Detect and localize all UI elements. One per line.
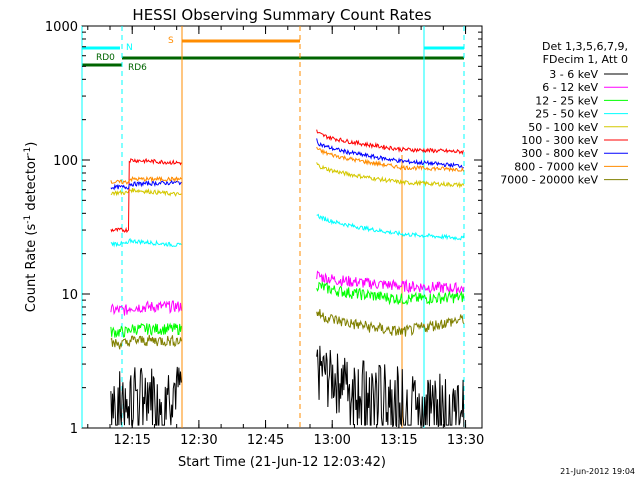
series-line-2-segment-1 — [110, 322, 182, 338]
x-tick-label-4: 13:15 — [380, 433, 417, 448]
legend-label-1: 6 - 12 keV — [542, 81, 598, 94]
date-stamp: 21-Jun-2012 19:04 — [560, 467, 635, 476]
y-axis-label: Count Rate (s-1 detector-1) — [23, 142, 39, 313]
rd6-marker: RD6 — [128, 63, 147, 73]
series-line-5-segment-2 — [316, 129, 465, 155]
n-marker-left: N — [126, 43, 133, 53]
chart-title: HESSI Observing Summary Count Rates — [132, 6, 431, 24]
legend-label-2: 12 - 25 keV — [535, 94, 598, 107]
series-line-3-segment-2 — [316, 213, 465, 241]
series-line-2-segment-2 — [316, 280, 465, 306]
legend-label-5: 100 - 300 keV — [521, 134, 598, 147]
series-line-3-segment-1 — [110, 237, 182, 248]
series-line-6-segment-2 — [316, 138, 464, 169]
series-line-5-segment-1 — [110, 157, 182, 234]
series-line-0-segment-1 — [110, 366, 182, 426]
y-tick-label-2: 100 — [53, 154, 78, 169]
s-marker: S — [168, 36, 174, 46]
y-tick-label-3: 1000 — [45, 20, 78, 35]
rd0-marker: RD0 — [96, 53, 115, 63]
x-tick-label-2: 12:45 — [247, 433, 284, 448]
x-tick-label-1: 12:30 — [180, 433, 217, 448]
legend-label-0: 3 - 6 keV — [549, 68, 598, 81]
y-tick-label-0: 1 — [70, 422, 78, 437]
series-line-8-segment-2 — [316, 309, 465, 337]
x-tick-label-0: 12:15 — [113, 433, 150, 448]
x-axis-label: Start Time (21-Jun-12 12:03:42) — [178, 455, 386, 470]
series-line-6-segment-1 — [110, 179, 182, 191]
series-line-1-segment-2 — [316, 270, 465, 295]
series-line-4-segment-2 — [316, 162, 465, 189]
series-line-8-segment-1 — [110, 334, 182, 350]
state-annotations: N S RD0 RD6 — [81, 26, 465, 428]
legend-header-line-2: FDecim 1, Att 0 — [543, 53, 628, 66]
y-tick-label-1: 10 — [61, 288, 78, 303]
x-tick-label-3: 13:00 — [313, 433, 350, 448]
series-line-7-segment-1 — [110, 175, 182, 185]
legend-label-6: 300 - 800 keV — [521, 147, 598, 160]
series-line-1-segment-1 — [110, 300, 182, 316]
legend-label-8: 7000 - 20000 keV — [500, 174, 598, 187]
series-line-0-segment-2 — [316, 345, 465, 428]
legend-label-4: 50 - 100 keV — [528, 121, 598, 134]
legend-label-7: 800 - 7000 keV — [514, 160, 598, 173]
legend-label-3: 25 - 50 keV — [535, 108, 598, 121]
legend-header-line-1: Det 1,3,5,6,7,9, — [542, 40, 628, 53]
series-line-4-segment-1 — [110, 187, 182, 197]
series-line-7-segment-2 — [316, 146, 465, 173]
x-tick-label-5: 13:30 — [447, 433, 484, 448]
